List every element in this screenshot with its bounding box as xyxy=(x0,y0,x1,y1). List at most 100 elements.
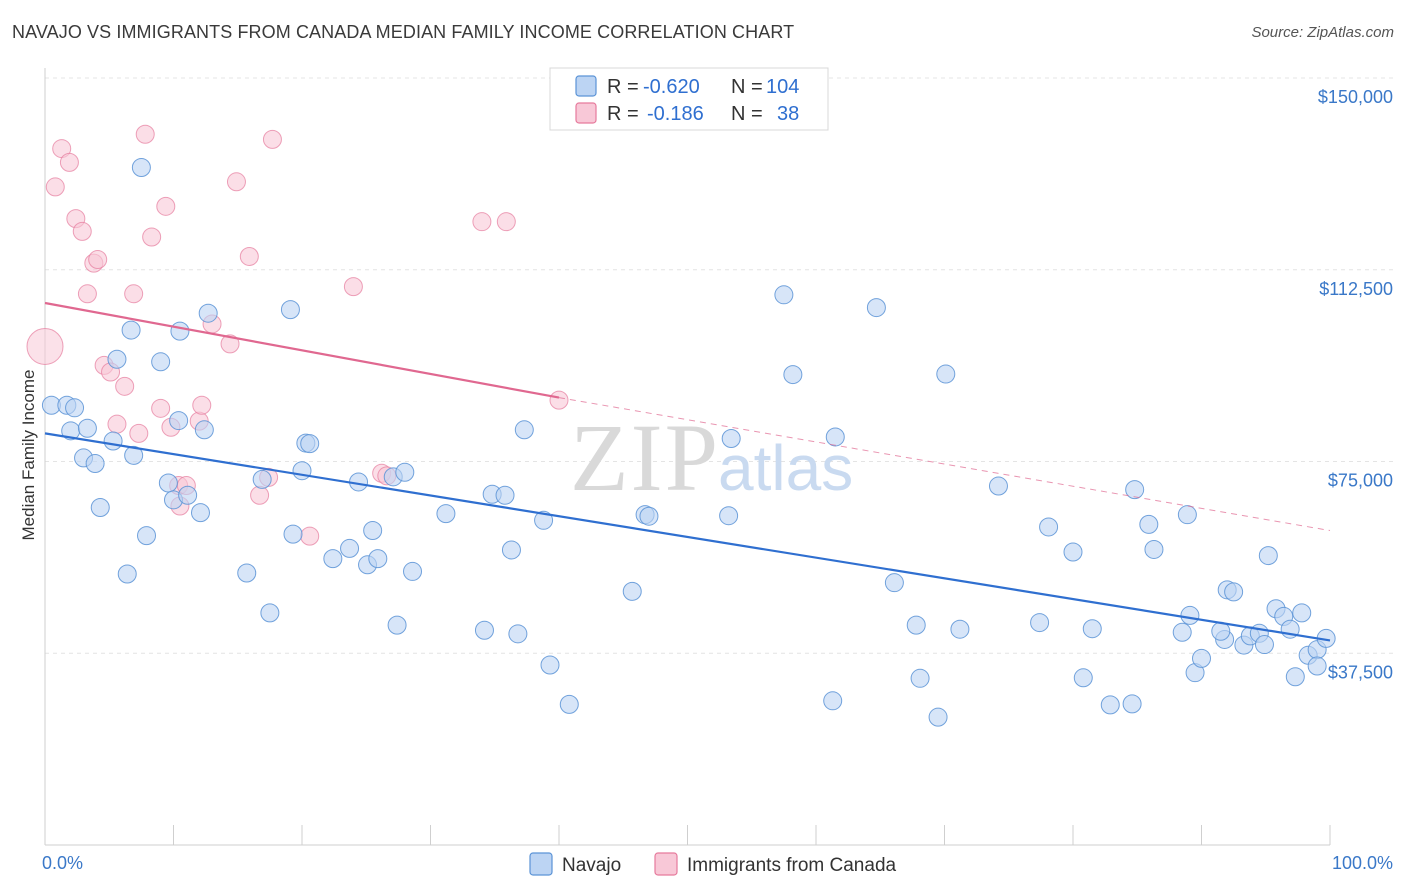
legend-r-value-navajo: -0.620 xyxy=(643,76,700,98)
navajo-point xyxy=(1307,656,1327,676)
navajo-point xyxy=(368,549,388,569)
navajo-point xyxy=(1292,603,1312,623)
navajo-point xyxy=(198,303,218,323)
navajo-point xyxy=(1073,668,1093,688)
legend-swatch-canada xyxy=(575,102,597,124)
navajo-point xyxy=(178,485,198,505)
navajo-point xyxy=(1100,695,1120,715)
navajo-point xyxy=(169,411,189,431)
navajo-point xyxy=(85,454,105,474)
navajo-point xyxy=(721,428,741,448)
navajo-point xyxy=(1125,480,1145,500)
navajo-point xyxy=(1180,605,1200,625)
navajo-point xyxy=(501,540,521,560)
canada-trend-extension xyxy=(558,397,1331,532)
canada-point xyxy=(220,334,240,354)
navajo-point xyxy=(508,624,528,644)
navajo-point xyxy=(906,615,926,635)
canada-point xyxy=(124,284,144,304)
navajo-point xyxy=(1039,517,1059,537)
canada-point xyxy=(496,212,516,232)
navajo-point xyxy=(137,526,157,546)
navajo-point xyxy=(1122,694,1142,714)
canada-point xyxy=(300,526,320,546)
navajo-point xyxy=(928,707,948,727)
navajo-point xyxy=(1285,667,1305,687)
chart-title: NAVAJO VS IMMIGRANTS FROM CANADA MEDIAN … xyxy=(12,22,795,42)
navajo-point xyxy=(988,476,1008,496)
navajo-point xyxy=(300,434,320,454)
navajo-point xyxy=(774,285,794,305)
navajo-point xyxy=(280,300,300,320)
x-tick-label: 100.0% xyxy=(1332,853,1393,873)
canada-point xyxy=(88,250,108,270)
legend-r-label-navajo: R = xyxy=(607,76,639,98)
canada-point xyxy=(107,414,127,434)
y-axis-title: Median Family Income xyxy=(19,369,38,540)
canada-trend-line xyxy=(44,301,560,399)
legend-n-value-navajo: 104 xyxy=(766,76,799,98)
navajo-point xyxy=(1144,539,1164,559)
navajo-point xyxy=(103,431,123,451)
canada-point xyxy=(239,246,259,266)
navajo-point xyxy=(340,538,360,558)
navajo-point xyxy=(292,461,312,481)
canada-point xyxy=(26,327,64,365)
y-tick-label: $112,500 xyxy=(1319,279,1393,299)
canada-point xyxy=(77,284,97,304)
bottom-legend-swatch-navajo xyxy=(529,852,553,876)
navajo-point xyxy=(194,420,214,440)
canada-point xyxy=(226,172,246,192)
bottom-legend-swatch-canada xyxy=(654,852,678,876)
navajo-point xyxy=(1254,635,1274,655)
navajo-point xyxy=(90,498,110,518)
source-label: Source: ZipAtlas.com xyxy=(1251,24,1394,41)
navajo-point xyxy=(65,398,85,418)
canada-point xyxy=(129,423,149,443)
navajo-point xyxy=(950,619,970,639)
canada-point xyxy=(549,390,569,410)
navajo-point xyxy=(823,691,843,711)
navajo-point xyxy=(1030,613,1050,633)
navajo-point xyxy=(1139,514,1159,534)
navajo-point xyxy=(910,668,930,688)
watermark-zip: ZIP xyxy=(570,404,720,511)
canada-point xyxy=(343,277,363,297)
navajo-point xyxy=(124,445,144,465)
canada-point xyxy=(192,395,212,415)
canada-point xyxy=(59,152,79,172)
navajo-point xyxy=(514,420,534,440)
axes xyxy=(44,68,1331,846)
navajo-point xyxy=(260,603,280,623)
navajo-point xyxy=(283,524,303,544)
navajo-point xyxy=(1258,546,1278,566)
x-tick-label: 0.0% xyxy=(42,853,83,873)
navajo-point xyxy=(719,506,739,526)
navajo-point xyxy=(237,563,257,583)
navajo-point xyxy=(387,615,407,635)
legend-n-label-navajo: N = xyxy=(731,76,763,98)
legend-r-value-canada: -0.186 xyxy=(647,103,704,125)
legend-n-label-canada: N = xyxy=(731,103,763,125)
correlation-legend: R = -0.620 N = 104 R = -0.186 N = 38 xyxy=(549,67,829,131)
navajo-point xyxy=(158,473,178,493)
series-immigrants-from-canada xyxy=(26,124,569,546)
navajo-point xyxy=(622,581,642,601)
navajo-point xyxy=(77,418,97,438)
navajo-point xyxy=(639,506,659,526)
navajo-point xyxy=(323,549,343,569)
canada-point xyxy=(45,177,65,197)
navajo-point xyxy=(866,298,886,318)
bottom-legend-navajo: Navajo xyxy=(562,855,621,876)
navajo-point xyxy=(131,157,151,177)
canada-point xyxy=(250,485,270,505)
y-tick-label: $75,000 xyxy=(1328,471,1393,491)
navajo-point xyxy=(495,485,515,505)
navajo-point xyxy=(1224,582,1244,602)
navajo-point xyxy=(363,521,383,541)
navajo-point xyxy=(395,462,415,482)
navajo-point xyxy=(170,321,190,341)
navajo-point xyxy=(1172,622,1192,642)
navajo-point xyxy=(436,504,456,524)
navajo-point xyxy=(783,365,803,385)
